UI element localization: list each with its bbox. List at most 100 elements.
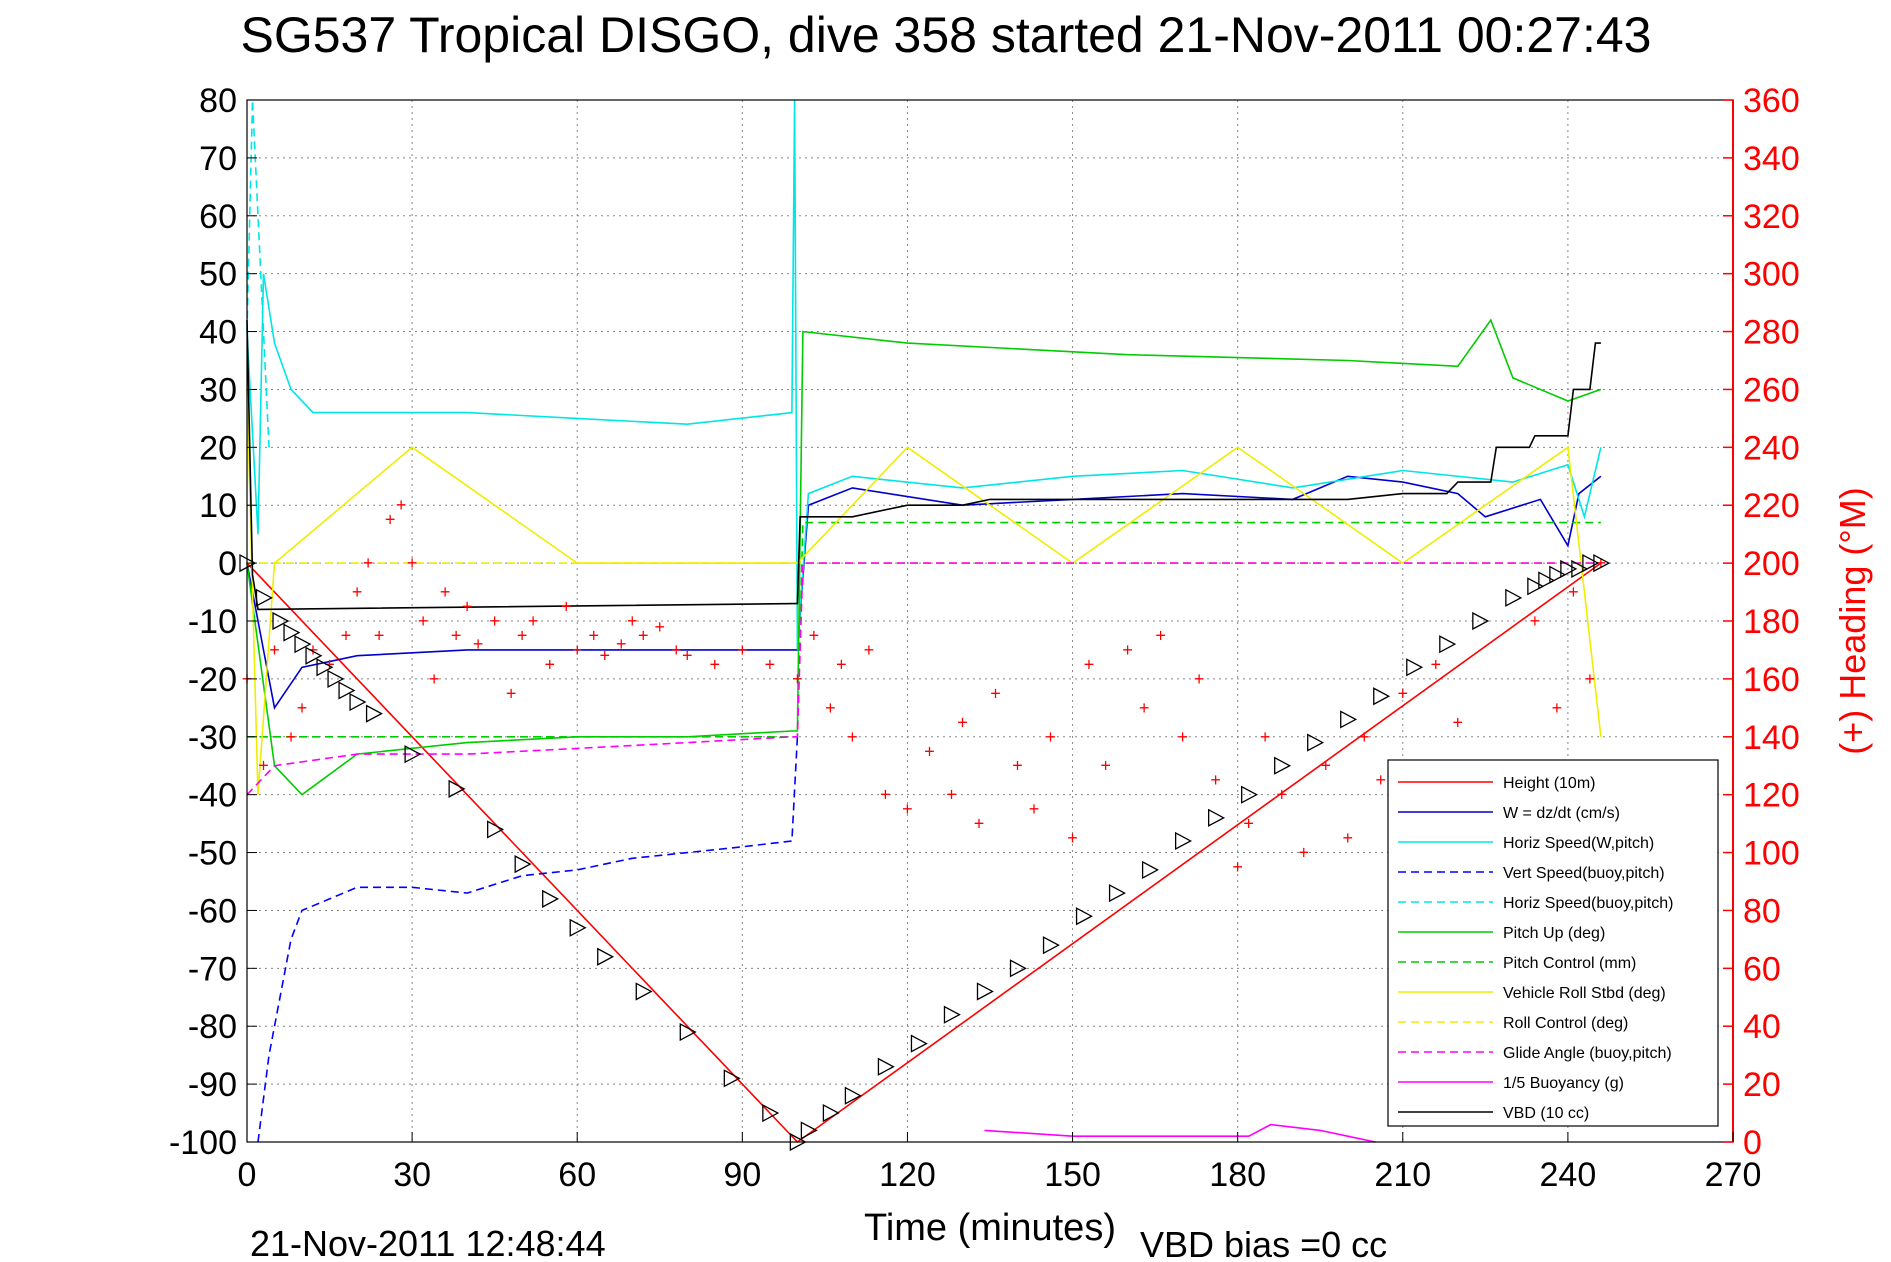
heading-point: + — [1376, 770, 1387, 790]
position-marker — [404, 745, 422, 764]
position-marker — [1593, 554, 1611, 573]
x-tick-label: 120 — [879, 1156, 936, 1194]
heading-point: + — [1596, 553, 1607, 573]
footer-timestamp: 21-Nov-2011 12:48:44 — [250, 1223, 606, 1262]
x-tick-label: 60 — [558, 1156, 596, 1194]
heading-point: + — [258, 756, 269, 776]
y2-tick-label: 80 — [1743, 892, 1781, 930]
heading-point: + — [1045, 727, 1056, 747]
legend-label-pitch_up: Pitch Up (deg) — [1503, 925, 1605, 942]
series-line-horiz_w — [246, 99, 1602, 650]
series-line-w — [246, 475, 1602, 710]
heading-point: + — [957, 712, 968, 732]
heading-point: + — [1139, 698, 1150, 718]
legend-label-horiz_w: Horiz Speed(W,pitch) — [1503, 835, 1654, 852]
position-marker — [723, 1069, 741, 1088]
heading-point: + — [1012, 756, 1023, 776]
heading-point: + — [308, 640, 319, 660]
heading-markers: ++++++++++++++++++++++++++++++++ ++ + +++++… — [242, 495, 1606, 877]
legend-label-height: Height (10m) — [1503, 775, 1595, 792]
position-marker — [569, 918, 587, 937]
heading-point: + — [544, 654, 555, 674]
heading-point: + — [418, 611, 429, 631]
heading-point: + — [1100, 756, 1111, 776]
position-marker — [1527, 577, 1545, 596]
heading-point: + — [324, 654, 335, 674]
heading-point: + — [462, 597, 473, 617]
heading-point: + — [1232, 857, 1243, 877]
y-tick-label: -80 — [188, 1008, 237, 1046]
chart-legend: Height (10m) W = dz/dt (cm/s) Horiz Speed(… — [1387, 759, 1719, 1127]
heading-point: + — [528, 611, 539, 631]
heading-point: + — [1431, 654, 1442, 674]
heading-point: + — [1210, 770, 1221, 790]
y2-tick-label: 100 — [1743, 835, 1800, 873]
position-marker — [844, 1086, 862, 1105]
series-line-vert_buoy — [257, 736, 799, 1143]
heading-point: + — [1552, 698, 1563, 718]
y2-tick-label: 320 — [1743, 198, 1800, 236]
y-axis-right: 3603403203002802602402202001801601401201… — [1723, 82, 1800, 1162]
position-marker — [487, 820, 505, 839]
legend-label-w: W = dz/dt (cm/s) — [1503, 805, 1620, 822]
heading-point: + — [765, 654, 776, 674]
position-marker — [1472, 611, 1490, 631]
position-marker — [1141, 860, 1159, 880]
x-axis-label: Time (minutes) — [864, 1207, 1116, 1249]
position-marker — [1042, 936, 1060, 955]
heading-point: + — [990, 683, 1001, 703]
x-tick-label: 30 — [393, 1156, 431, 1194]
position-marker — [305, 646, 323, 665]
y-axis-left: 80 70 60 50 40 30 20 10 0 -10 -20 -30 -40 -50 -60 -70 -8… — [169, 82, 257, 1162]
position-marker — [272, 611, 290, 631]
y2-tick-label: 240 — [1743, 429, 1800, 467]
x-tick-label: 240 — [1540, 1156, 1597, 1194]
x-tick-label: 0 — [238, 1156, 257, 1194]
position-marker — [327, 669, 345, 688]
position-marker — [255, 588, 273, 607]
position-marker — [822, 1103, 840, 1123]
y2-tick-label: 300 — [1743, 256, 1800, 294]
y2-tick-label: 280 — [1743, 314, 1800, 352]
heading-point: + — [902, 799, 913, 819]
y2-tick-label: 180 — [1743, 603, 1800, 641]
position-marker — [1340, 710, 1358, 729]
position-marker — [542, 889, 560, 908]
y2-tick-label: 340 — [1743, 140, 1800, 178]
heading-point: + — [489, 611, 500, 631]
heading-point: + — [627, 611, 638, 631]
x-tick-label: 90 — [723, 1156, 761, 1194]
x-tick-label: 150 — [1044, 1156, 1101, 1194]
position-marker — [635, 982, 653, 1001]
legend-label-roll_control: Roll Control (deg) — [1503, 1015, 1628, 1032]
position-marker — [679, 1022, 697, 1042]
chart-title: SG537 Tropical DISGO, dive 358 started 2… — [241, 7, 1652, 63]
heading-point: + — [407, 553, 418, 573]
heading-point: + — [880, 785, 891, 805]
y-tick-label: 0 — [218, 545, 237, 583]
heading-point: + — [588, 625, 599, 645]
y2-tick-label: 160 — [1743, 661, 1800, 699]
legend-label-pitch_control: Pitch Control (mm) — [1503, 955, 1636, 972]
heading-point: + — [638, 625, 649, 645]
heading-point: + — [1398, 683, 1409, 703]
heading-point: + — [1155, 625, 1166, 645]
heading-point: + — [1084, 654, 1095, 674]
x-tick-label: 210 — [1374, 1156, 1431, 1194]
position-marker — [1549, 565, 1567, 584]
position-marker — [877, 1057, 895, 1076]
heading-point: + — [599, 646, 610, 666]
legend-label-horiz_buoy: Horiz Speed(buoy,pitch) — [1503, 895, 1673, 912]
y-tick-label: -90 — [188, 1066, 237, 1104]
series-line-pitch_up — [246, 318, 1602, 796]
heading-point: + — [352, 582, 363, 602]
position-marker — [1439, 635, 1457, 654]
position-marker — [1009, 959, 1027, 978]
position-marker — [1075, 907, 1093, 926]
y2-tick-label: 140 — [1743, 719, 1800, 757]
heading-point: + — [1122, 640, 1133, 660]
heading-point: + — [1530, 611, 1541, 631]
heading-point: + — [1453, 712, 1464, 732]
heading-point: + — [561, 597, 572, 617]
position-marker — [1560, 559, 1578, 578]
